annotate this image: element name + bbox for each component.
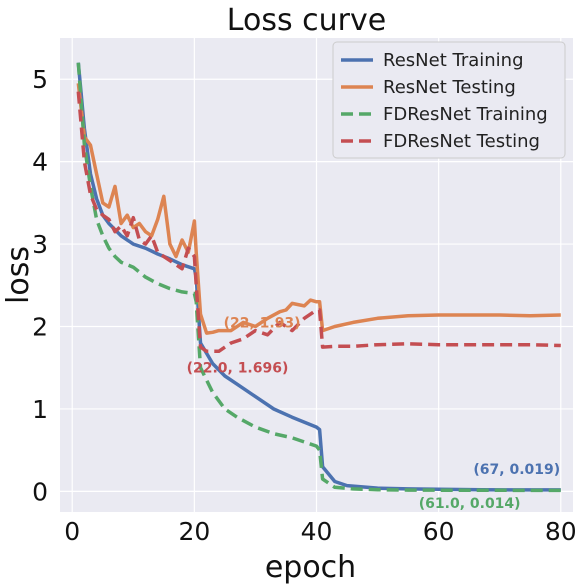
annotation-label: (22.0, 1.696) (187, 361, 289, 377)
tick-labels: 0 20 40 60 80 0 1 2 3 4 5 (32, 65, 577, 546)
legend: ResNet Training ResNet Testing FDResNet Tr… (332, 41, 566, 159)
annotations: (67, 0.019) (22, 1.93) (22.0, 1.696) (61.0,… (187, 315, 561, 512)
y-tick-label: 1 (32, 395, 48, 424)
x-tick-label: 60 (423, 517, 455, 546)
series-line-4 (76, 91, 561, 354)
y-tick-label: 2 (32, 313, 48, 342)
x-tick-label: 40 (301, 517, 333, 546)
x-axis-label: epoch (265, 550, 356, 585)
y-tick-label: 5 (32, 65, 48, 94)
y-axis-label: loss (1, 246, 36, 304)
series-group (76, 62, 561, 493)
series-line-2 (76, 83, 561, 335)
y-tick-label: 0 (32, 477, 48, 506)
annotation-label: (22, 1.93) (224, 315, 301, 331)
x-tick-label: 20 (178, 517, 210, 546)
chart-title: Loss curve (227, 3, 386, 38)
series-line-1 (76, 62, 561, 492)
annotation-label: (61.0, 0.014) (419, 496, 521, 512)
series-line-3 (76, 62, 561, 493)
legend-entry: ResNet Training (383, 50, 524, 71)
legend-entry: ResNet Testing (383, 77, 516, 98)
legend-entry: FDResNet Training (383, 104, 548, 125)
x-tick-label: 0 (64, 517, 80, 546)
x-tick-label: 80 (545, 517, 577, 546)
annotation-label: (67, 0.019) (473, 462, 560, 478)
legend-entry: FDResNet Testing (383, 131, 540, 152)
y-tick-label: 3 (32, 230, 48, 259)
y-tick-label: 4 (32, 148, 48, 177)
legend-box (332, 41, 566, 159)
